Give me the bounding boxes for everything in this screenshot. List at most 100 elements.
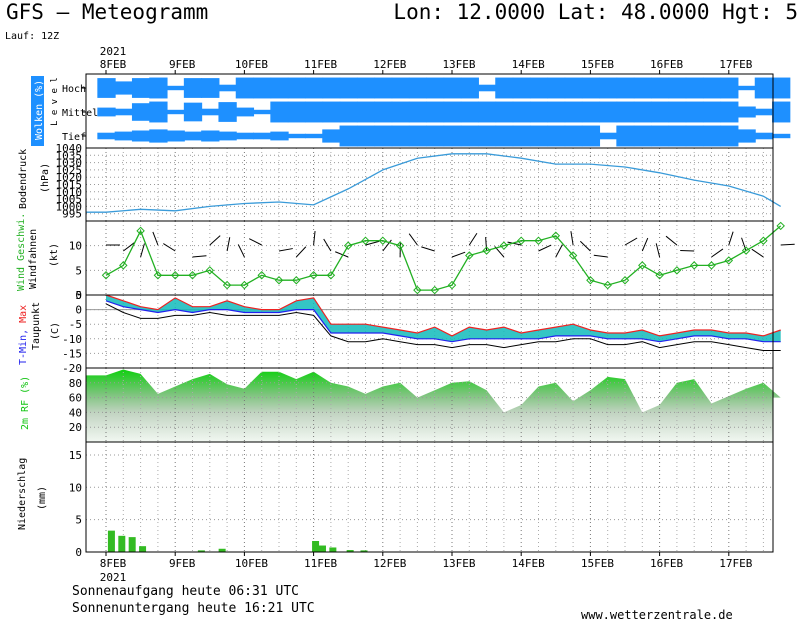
- wind-point: [603, 280, 612, 290]
- wind-barb: [382, 239, 392, 252]
- precip-unit-label: (mm): [37, 486, 48, 510]
- cloud-cell: [633, 101, 652, 123]
- wind-point: [689, 261, 699, 270]
- cloud-cell: [754, 108, 774, 116]
- cloud-cell: [529, 77, 549, 99]
- date-label-top: 17FEB: [719, 58, 752, 71]
- cloud-cell: [322, 77, 341, 99]
- wind-barb: [655, 243, 661, 258]
- cloud-cell: [304, 101, 324, 123]
- year-label-bottom: 2021: [100, 571, 127, 584]
- date-label-top: 14FEB: [512, 58, 545, 71]
- cloud-cell: [512, 101, 531, 123]
- cloud-cell: [737, 106, 756, 118]
- wind-barb: [365, 240, 380, 246]
- cloud-cell: [408, 77, 428, 99]
- cloud-cell: [166, 85, 185, 91]
- date-label-top: 13FEB: [442, 58, 475, 71]
- tmax-line: [105, 294, 781, 337]
- wind-barb: [421, 246, 435, 252]
- cloud-cell: [287, 77, 306, 99]
- cloud-cell: [218, 102, 237, 122]
- humidity-tick-label: 60: [69, 392, 82, 405]
- cloud-cell: [616, 77, 635, 99]
- wind-axis-label: Wind Geschwi.: [16, 213, 27, 291]
- cloud-cell: [633, 77, 652, 99]
- website-link[interactable]: www.wetterzentrale.de: [581, 608, 733, 622]
- cloud-cell: [599, 132, 618, 140]
- temp-axis-label: T-Min, Max: [18, 305, 29, 365]
- wind-barb: [313, 231, 316, 246]
- wind-tick-label: 0: [75, 289, 82, 302]
- tmin-line: [105, 300, 781, 343]
- wind-barb: [122, 242, 135, 252]
- humidity-area: [86, 369, 781, 442]
- cloud-cell: [426, 77, 445, 99]
- wind-point: [586, 275, 595, 285]
- cloud-cell: [131, 78, 151, 98]
- temp-tick-label: 5: [75, 289, 82, 302]
- wind-barb: [579, 240, 591, 252]
- cloud-cell: [685, 77, 704, 99]
- temp-unit-label: (C): [50, 322, 61, 340]
- precip-bar: [218, 548, 226, 552]
- date-label-top: 16FEB: [650, 58, 683, 71]
- cloud-cell: [149, 101, 168, 123]
- wind-barb: [728, 231, 734, 246]
- cloud-cell: [287, 101, 306, 123]
- cloud-cell: [460, 101, 479, 123]
- cloud-cell: [685, 101, 704, 123]
- cloud-label-bg: [31, 76, 44, 146]
- cloud-cell: [218, 84, 237, 92]
- cloud-cell: [460, 77, 479, 99]
- wind-barb: [780, 243, 795, 246]
- wind-barb: [163, 243, 176, 252]
- wind-point: [343, 241, 353, 250]
- wind-barb: [711, 248, 724, 258]
- cloud-cell: [650, 77, 670, 99]
- page-title: GFS – Meteogramm: [6, 0, 209, 24]
- cloud-cell: [114, 108, 133, 116]
- wind-barb: [451, 251, 466, 258]
- cloud-cell: [443, 125, 462, 147]
- level-axis-label: L e v e l: [50, 77, 60, 126]
- precip-tick-label: 15: [69, 449, 82, 462]
- wind-point: [741, 246, 751, 255]
- wind-point: [101, 271, 111, 280]
- precip-bar: [329, 547, 337, 552]
- wind-point: [378, 236, 388, 245]
- wind-point: [153, 271, 163, 280]
- wind-point: [551, 231, 561, 241]
- wind-barb: [335, 251, 349, 258]
- cloud-cell: [477, 125, 497, 147]
- wind-point: [534, 236, 543, 245]
- cloud-cell: [304, 133, 324, 139]
- cloud-cell: [253, 109, 272, 115]
- sunset-text: Sonnenuntergang heute 16:21 UTC: [72, 601, 315, 616]
- date-label-top: 11FEB: [304, 58, 337, 71]
- model-run-label: Lauf: 12Z: [5, 31, 60, 42]
- precip-tick-label: 10: [69, 481, 82, 494]
- cloud-cell: [564, 125, 583, 147]
- humidity-tick-label: 80: [69, 377, 82, 390]
- date-label-top: 15FEB: [581, 58, 614, 71]
- wind-barb: [192, 255, 207, 258]
- wind-point: [413, 285, 422, 295]
- cloud-cell: [322, 129, 341, 143]
- cloud-cell: [374, 77, 393, 99]
- cloud-cell: [650, 125, 670, 147]
- cloud-cell: [702, 125, 722, 147]
- dewpoint-line: [105, 303, 781, 351]
- cloud-cell: [426, 101, 445, 123]
- cloud-axis-label: Wolken (%): [34, 80, 45, 140]
- cloud-cell: [650, 101, 670, 123]
- cloud-cell: [114, 81, 133, 95]
- cloud-cell: [270, 131, 289, 141]
- wind-barb: [624, 237, 638, 246]
- cloud-cell: [737, 85, 756, 91]
- cloud-cell: [149, 129, 168, 143]
- date-label-top: 12FEB: [373, 58, 406, 71]
- cloud-cell: [512, 77, 531, 99]
- cloud-cell: [166, 130, 185, 142]
